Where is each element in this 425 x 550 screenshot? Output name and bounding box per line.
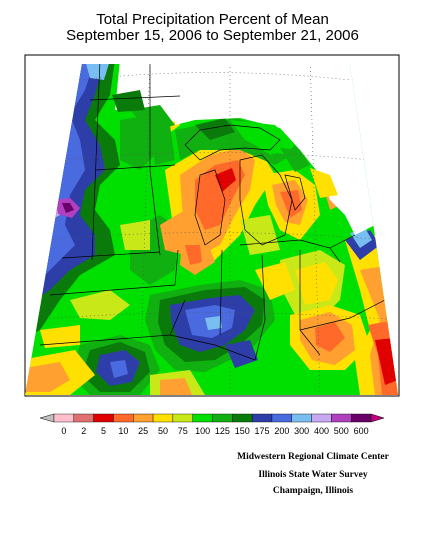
credit-line-2: Illinois State Water Survey <box>258 470 368 480</box>
color-legend: 0 2 5 10 25 50 75 100 125 150 175 200 300 400 500 600 <box>39 413 385 436</box>
legend-swatch <box>192 413 213 423</box>
legend-tick-label: 175 <box>255 426 270 436</box>
legend-swatch <box>133 413 154 423</box>
legend-swatch <box>350 413 372 423</box>
credit-line-1: Midwestern Regional Climate Center <box>237 452 389 462</box>
legend-tick-label: 0 <box>61 426 66 436</box>
map-title: Total Precipitation Percent of Mean <box>96 11 329 28</box>
legend-swatch <box>331 413 352 423</box>
legend-tick-label: 2 <box>81 426 86 436</box>
legend-tick-label: 10 <box>118 426 128 436</box>
legend-swatch <box>53 413 75 423</box>
legend-swatch <box>113 413 134 423</box>
legend-tick-label: 75 <box>178 426 188 436</box>
credit-line-3: Champaign, Illinois <box>272 486 354 496</box>
legend-tick-label: 100 <box>195 426 210 436</box>
legend-swatch <box>232 413 253 423</box>
legend-tick-label: 500 <box>334 426 349 436</box>
legend-tick-label: 400 <box>314 426 329 436</box>
legend-swatch <box>271 413 292 423</box>
boundary-lines <box>39 64 386 361</box>
legend-swatch <box>172 413 193 423</box>
legend-tick-label: 300 <box>294 426 309 436</box>
legend-swatch <box>73 413 94 423</box>
map-subtitle-date-range: September 15, 2006 to September 21, 2006 <box>66 27 359 44</box>
legend-swatch <box>93 413 114 423</box>
graticule <box>29 64 398 395</box>
legend-over-arrow <box>370 413 385 423</box>
legend-under-arrow <box>39 413 55 423</box>
legend-swatch <box>311 413 332 423</box>
legend-tick-label: 25 <box>138 426 148 436</box>
legend-swatch <box>212 413 233 423</box>
legend-tick-label: 50 <box>158 426 168 436</box>
precipitation-field <box>25 64 398 395</box>
legend-tick-label: 200 <box>274 426 289 436</box>
legend-swatch <box>251 413 273 423</box>
legend-swatch <box>291 413 312 423</box>
legend-swatch <box>152 413 174 423</box>
legend-tick-label: 600 <box>354 426 369 436</box>
legend-tick-label: 5 <box>101 426 106 436</box>
legend-tick-label: 150 <box>235 426 250 436</box>
legend-tick-label: 125 <box>215 426 230 436</box>
